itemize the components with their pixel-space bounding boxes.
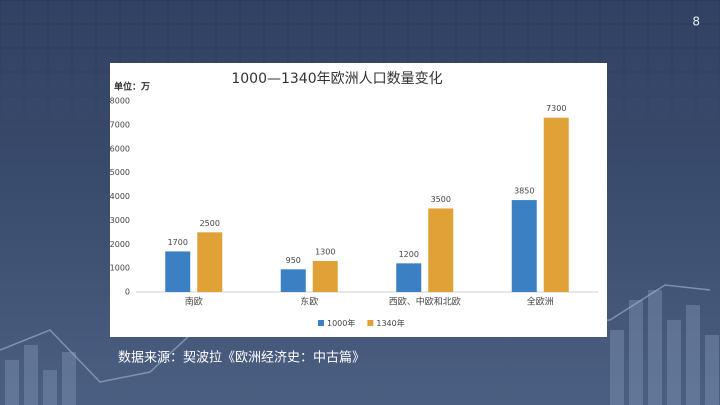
y-tick-label: 8000 [110, 97, 130, 106]
y-tick-label: 1000 [110, 264, 130, 273]
bar [280, 269, 306, 292]
legend-label: 1000年 [327, 318, 355, 328]
bar [197, 232, 223, 292]
source-note: 数据来源：契波拉《欧洲经济史：中古篇》 [118, 351, 365, 366]
decor-line [0, 284, 711, 383]
data-label: 1200 [399, 250, 419, 259]
chart-title: 1000—1340年欧洲人口数量变化 [231, 71, 442, 87]
data-label: 2500 [200, 219, 220, 228]
legend-swatch [318, 320, 324, 326]
y-tick-label: 0 [125, 288, 130, 297]
x-tick-label: 南欧 [185, 296, 203, 308]
data-label: 950 [286, 256, 301, 265]
x-tick-label: 西欧、中欧和北欧 [389, 296, 461, 308]
bar [543, 117, 569, 293]
y-tick-label: 7000 [110, 120, 130, 129]
page-number: 8 [692, 15, 700, 29]
data-label: 7300 [546, 104, 566, 113]
x-tick-label: 东欧 [300, 296, 318, 308]
y-tick-label: 6000 [110, 144, 130, 153]
y-tick-label: 2000 [110, 240, 130, 249]
unit-label: 单位：万 [114, 81, 150, 93]
x-tick-label: 全欧洲 [527, 296, 554, 308]
bar [312, 260, 338, 292]
data-label: 1700 [168, 238, 188, 247]
chart-panel [110, 63, 607, 337]
y-tick-label: 4000 [110, 192, 130, 201]
decor-bars [5, 290, 719, 405]
y-tick-label: 5000 [110, 168, 130, 177]
legend-label: 1340年 [376, 318, 404, 328]
legend-swatch [367, 320, 374, 326]
bar [396, 263, 422, 292]
bar [428, 208, 454, 292]
data-label: 1300 [315, 247, 335, 256]
y-tick-label: 3000 [110, 216, 130, 225]
data-label: 3850 [514, 187, 534, 196]
bar [511, 200, 537, 292]
bar [165, 251, 191, 292]
data-label: 3500 [431, 195, 451, 204]
